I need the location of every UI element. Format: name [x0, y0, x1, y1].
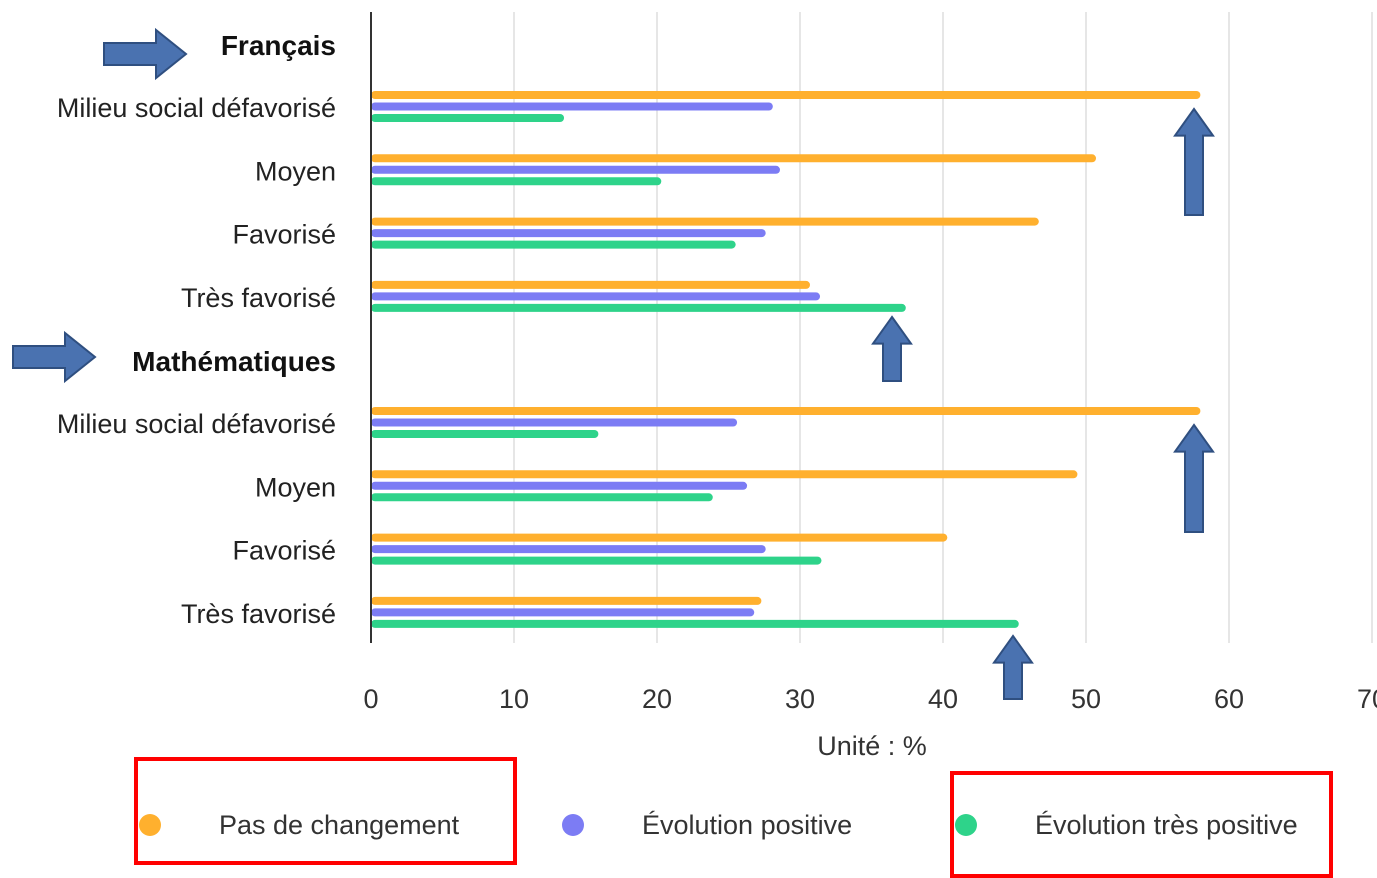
legend-item-pas-de-changement[interactable]: Pas de changement: [139, 800, 459, 850]
grid-lines: [513, 12, 1373, 643]
bar: [371, 303, 906, 312]
bar: [371, 430, 599, 438]
annotation-arrows: [12, 27, 1215, 700]
legend-dot-purple: [562, 814, 584, 836]
category-label: Très favorisé: [181, 283, 336, 313]
up-arrow-icon: [1173, 107, 1215, 216]
highlight-box-pas-de-changement: [134, 757, 517, 865]
bars: [371, 91, 1201, 628]
bar: [371, 481, 748, 490]
x-tick-labels: 0 10 20 30 40 50 60 70: [363, 684, 1377, 714]
category-label: Favorisé: [232, 220, 336, 250]
bar: [371, 154, 1097, 163]
legend-label: Évolution positive: [642, 809, 853, 840]
x-tick-label: 0: [363, 684, 378, 714]
bar: [371, 102, 773, 111]
legend-item-evolution-positive[interactable]: Évolution positive: [562, 800, 852, 850]
bar: [371, 240, 736, 249]
x-axis-label: Unité : %: [817, 731, 927, 761]
category-label: Très favorisé: [181, 599, 336, 629]
x-tick-label: 50: [1071, 684, 1101, 714]
bar: [371, 280, 811, 289]
category-labels: Français Milieu social défavorisé Moyen Fav…: [57, 30, 336, 629]
bar: [371, 470, 1078, 479]
legend-label: Pas de changement: [219, 809, 460, 840]
bar: [371, 556, 822, 565]
bar: [371, 545, 766, 554]
bar: [371, 619, 1019, 628]
bar: [371, 407, 1201, 415]
x-tick-label: 30: [785, 684, 815, 714]
category-label: Moyen: [255, 156, 336, 186]
bar: [371, 292, 821, 301]
legend-dot-green: [955, 814, 977, 836]
right-arrow-icon: [103, 27, 188, 81]
bar: [371, 114, 565, 122]
bar: [371, 608, 755, 617]
category-label: Milieu social défavorisé: [57, 93, 336, 123]
bar: [371, 229, 766, 238]
x-tick-label: 40: [928, 684, 958, 714]
up-arrow-icon: [1173, 423, 1215, 533]
legend-dot-orange: [139, 814, 161, 836]
x-tick-label: 70: [1357, 684, 1377, 714]
x-tick-label: 20: [642, 684, 672, 714]
category-label: Milieu social défavorisé: [57, 409, 336, 439]
up-arrow-icon: [992, 634, 1034, 700]
bar: [371, 596, 762, 605]
highlight-box-evolution-tres-positive: [950, 771, 1333, 878]
bar: [371, 217, 1039, 226]
right-arrow-icon: [12, 330, 97, 384]
group-title: Français: [221, 30, 336, 61]
x-tick-label: 60: [1214, 684, 1244, 714]
category-label: Moyen: [255, 472, 336, 502]
category-label: Favorisé: [232, 536, 336, 566]
legend-item-evolution-tres-positive[interactable]: Évolution très positive: [955, 800, 1298, 850]
bar: [371, 533, 948, 542]
legend-label: Évolution très positive: [1035, 809, 1298, 840]
up-arrow-icon: [871, 315, 913, 382]
bar: [371, 165, 780, 174]
bar: [371, 418, 738, 427]
bar: [371, 493, 713, 502]
x-tick-label: 10: [499, 684, 529, 714]
bar: [371, 91, 1201, 99]
group-title: Mathématiques: [132, 346, 336, 377]
bar: [371, 177, 662, 186]
